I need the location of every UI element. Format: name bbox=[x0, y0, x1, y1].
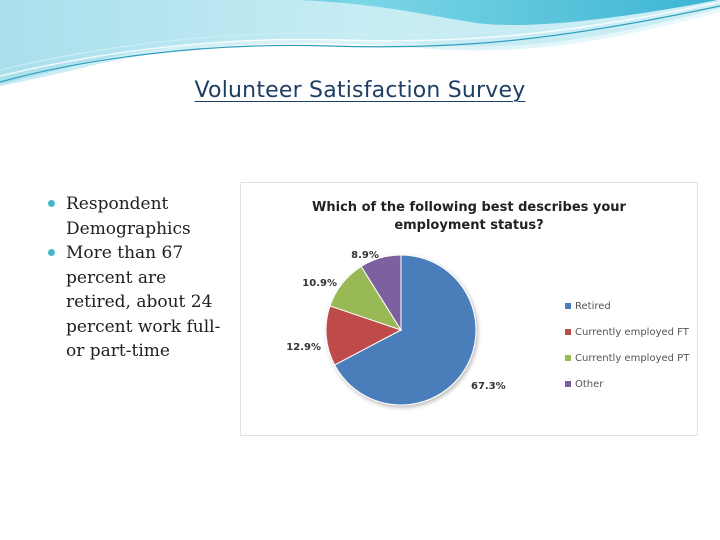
bullet-marker-icon bbox=[48, 249, 55, 256]
chart-legend: Retired Currently employed FT Currently em… bbox=[565, 301, 690, 390]
legend-entry-label: Currently employed FT bbox=[575, 327, 690, 338]
slide-title: Volunteer Satisfaction Survey bbox=[0, 78, 720, 103]
pie-slice-retired bbox=[333, 254, 477, 406]
slide-title-text: Volunteer Satisfaction Survey bbox=[194, 78, 526, 103]
bullet-line: or part-time bbox=[66, 341, 170, 361]
bullet-item-demographics: Respondent Demographics bbox=[44, 192, 244, 241]
legend-entry-label: Currently employed PT bbox=[575, 353, 690, 364]
bullet-marker-icon bbox=[48, 200, 55, 207]
bullet-line: More than 67 bbox=[66, 243, 184, 263]
slice-labels: 67.3% 12.9% 10.9% 8.9% bbox=[286, 250, 505, 392]
legend-entry-label: Retired bbox=[575, 301, 611, 312]
chart-title-line-2: employment status? bbox=[394, 218, 543, 233]
legend-swatch bbox=[565, 381, 571, 387]
pie-chart-frame: Which of the following best describes yo… bbox=[240, 182, 698, 436]
header-wave-decoration bbox=[0, 0, 720, 86]
slice-value-label: 67.3% bbox=[471, 381, 506, 392]
bullet-list: Respondent Demographics More than 67 per… bbox=[44, 192, 244, 364]
bullet-item-retired-summary: More than 67 percent are retired, about … bbox=[44, 241, 244, 364]
slice-value-label: 12.9% bbox=[286, 342, 321, 353]
bullet-line: retired, about 24 bbox=[66, 292, 213, 312]
pie-slice-other bbox=[360, 254, 402, 332]
legend-swatch bbox=[565, 303, 571, 309]
legend-swatch bbox=[565, 329, 571, 335]
legend-swatch bbox=[565, 355, 571, 361]
pie-slice-currently-employed-ft bbox=[325, 305, 403, 366]
bullet-line: percent are bbox=[66, 267, 167, 288]
slice-value-label: 10.9% bbox=[302, 278, 337, 289]
chart-title-line-1: Which of the following best describes yo… bbox=[312, 200, 627, 215]
bullet-line: percent work full- bbox=[66, 316, 221, 337]
slice-value-label: 8.9% bbox=[351, 250, 379, 261]
pie-slices bbox=[325, 254, 477, 406]
legend-entry-label: Other bbox=[575, 379, 604, 390]
bullet-line: Demographics bbox=[66, 218, 191, 239]
bullet-line: Respondent bbox=[66, 194, 169, 214]
pie-chart: Which of the following best describes yo… bbox=[286, 200, 690, 406]
